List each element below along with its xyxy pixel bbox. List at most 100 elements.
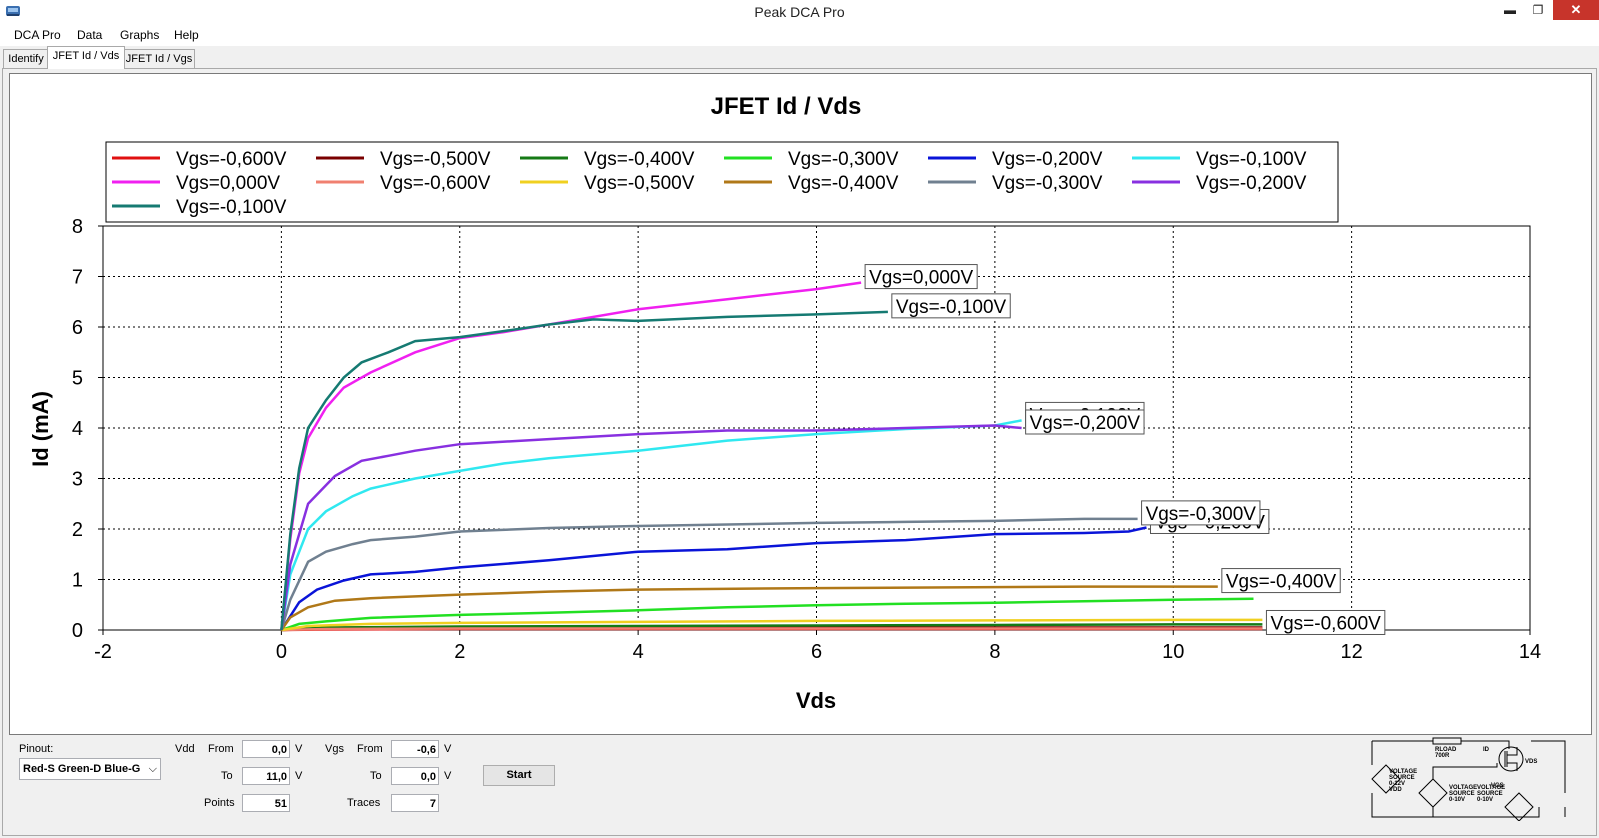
legend-entry: Vgs=-0,500V bbox=[380, 149, 491, 170]
legend-entry: Vgs=-0,300V bbox=[992, 173, 1103, 194]
series-end-label-text: Vgs=0,000V bbox=[869, 268, 973, 289]
points-input[interactable]: 51 bbox=[242, 794, 290, 812]
close-button[interactable]: ✕ bbox=[1553, 0, 1599, 20]
legend-entry: Vgs=-0,600V bbox=[380, 173, 491, 194]
series-line bbox=[281, 623, 1263, 632]
series-line bbox=[280, 419, 1022, 631]
menu-graphs[interactable]: Graphs bbox=[120, 28, 160, 42]
chart-panel: JFET Id / Vds Vgs=-0,600V Vgs=-0,500V Vgs=… bbox=[9, 73, 1592, 735]
app-icon bbox=[6, 6, 20, 16]
vgs-to-label: To bbox=[370, 770, 382, 782]
chart-title: JFET Id / Vds bbox=[711, 93, 862, 120]
vds-label: VDS bbox=[1525, 759, 1537, 765]
y-tick-label: 7 bbox=[72, 267, 83, 289]
traces-input[interactable]: 7 bbox=[391, 794, 439, 812]
pinout-select[interactable]: Red-S Green-D Blue-G ⌵ bbox=[19, 758, 161, 780]
series-end-label: Vgs=-0,200V bbox=[1025, 409, 1145, 435]
vgs-schematic-label: VGS bbox=[1491, 783, 1504, 789]
series-end-label-text: Vgs=-0,100V bbox=[896, 297, 1007, 318]
rload-label: RLOAD bbox=[1435, 747, 1457, 753]
menu-data[interactable]: Data bbox=[77, 28, 103, 42]
vgs-from-unit: V bbox=[444, 743, 452, 755]
vgs-from-label: From bbox=[357, 743, 383, 755]
series-end-label-text: Vgs=-0,200V bbox=[1030, 413, 1141, 434]
rload-value: 700R bbox=[1435, 753, 1450, 759]
id-label: ID bbox=[1483, 747, 1490, 753]
points-label: Points bbox=[204, 797, 235, 809]
vdd-from-unit: V bbox=[295, 743, 303, 755]
src2-line3: 0-10V bbox=[1449, 797, 1465, 803]
src1-line4: VDD bbox=[1389, 787, 1402, 793]
series-end-label-box bbox=[864, 264, 978, 290]
vgs-from-input[interactable]: -0,6 bbox=[391, 740, 439, 758]
series-line bbox=[281, 618, 1263, 632]
series-line bbox=[280, 585, 1218, 631]
series-end-label-box bbox=[1265, 609, 1386, 635]
menu-dca-pro[interactable]: DCA Pro bbox=[14, 28, 61, 42]
tab-jfet-id-vds[interactable]: JFET Id / Vds bbox=[47, 46, 125, 69]
src3-line3: 0-10V bbox=[1477, 797, 1493, 803]
legend-entry: Vgs=-0,300V bbox=[788, 149, 899, 170]
src1-line3: 0-12V bbox=[1389, 781, 1405, 787]
chart-svg: JFET Id / Vds Vgs=-0,600V Vgs=-0,500V Vgs=… bbox=[28, 93, 1541, 713]
menu-help[interactable]: Help bbox=[174, 28, 199, 42]
legend-entry: Vgs=-0,400V bbox=[788, 173, 899, 194]
x-tick-label: 14 bbox=[1519, 641, 1541, 663]
series-end-label-box bbox=[1221, 568, 1341, 594]
src1-line1: VOLTAGE bbox=[1389, 769, 1417, 775]
x-tick-label: 8 bbox=[989, 641, 1000, 663]
legend: Vgs=-0,600V Vgs=-0,500V Vgs=-0,400V Vgs=-0,… bbox=[105, 141, 1339, 223]
src2-line1: VOLTAGE bbox=[1449, 785, 1477, 791]
series-line bbox=[280, 526, 1147, 631]
legend-entry: Vgs=-0,100V bbox=[1196, 149, 1307, 170]
start-button[interactable]: Start bbox=[483, 765, 555, 786]
series-end-label: Vgs=-0,600V bbox=[1265, 609, 1386, 635]
x-tick-label: 4 bbox=[633, 641, 644, 663]
series-line bbox=[280, 424, 1022, 631]
legend-entry: Vgs=-0,500V bbox=[584, 173, 695, 194]
series-end-label-box bbox=[891, 293, 1011, 319]
y-tick-label: 0 bbox=[72, 620, 83, 642]
vgs-label: Vgs bbox=[325, 743, 344, 755]
series-end-label-text: Vgs=-0,300V bbox=[1146, 504, 1257, 525]
series-end-label: Vgs=-0,100V bbox=[891, 293, 1011, 319]
series-end-label-text: Vgs=-0,400V bbox=[1226, 572, 1337, 593]
series-line bbox=[280, 310, 888, 631]
x-tick-label: 0 bbox=[276, 641, 287, 663]
x-axis-label: Vds bbox=[796, 688, 836, 713]
menu-bar: DCA Pro Data Graphs Help bbox=[0, 24, 1599, 46]
x-tick-label: 2 bbox=[454, 641, 465, 663]
vdd-to-label: To bbox=[221, 770, 233, 782]
y-tick-label: 5 bbox=[72, 368, 83, 390]
maximize-button[interactable]: ❐ bbox=[1532, 3, 1544, 17]
y-tick-label: 6 bbox=[72, 317, 83, 339]
x-tick-label: 12 bbox=[1341, 641, 1363, 663]
tab-identify[interactable]: Identify bbox=[3, 49, 49, 69]
vdd-to-input[interactable]: 11,0 bbox=[242, 767, 290, 785]
pinout-label: Pinout: bbox=[19, 743, 54, 755]
pinout-value: Red-S Green-D Blue-G bbox=[23, 763, 141, 775]
y-tick-label: 1 bbox=[72, 570, 83, 592]
vgs-to-input[interactable]: 0,0 bbox=[391, 767, 439, 785]
src3-line2: SOURCE bbox=[1477, 791, 1503, 797]
src1-line2: SOURCE bbox=[1389, 775, 1415, 781]
tab-jfet-id-vgs[interactable]: JFET Id / Vgs bbox=[123, 49, 195, 69]
y-axis-label: Id (mA) bbox=[28, 391, 53, 467]
series-end-label: Vgs=-0,400V bbox=[1221, 568, 1341, 594]
legend-entry: Vgs=0,000V bbox=[176, 173, 280, 194]
y-tick-label: 2 bbox=[72, 519, 83, 541]
series-end-label-box bbox=[1025, 409, 1145, 435]
x-tick-label: -2 bbox=[94, 641, 112, 663]
vdd-label: Vdd bbox=[175, 743, 195, 755]
minimize-button[interactable]: ▬ bbox=[1504, 3, 1516, 17]
vgs-to-unit: V bbox=[444, 770, 452, 782]
legend-entry: Vgs=-0,400V bbox=[584, 149, 695, 170]
y-tick-label: 3 bbox=[72, 469, 83, 491]
y-tick-label: 8 bbox=[72, 216, 83, 238]
series-end-label: Vgs=0,000V bbox=[864, 264, 978, 290]
window-title: Peak DCA Pro bbox=[754, 4, 845, 20]
series-line bbox=[280, 281, 862, 631]
vdd-from-input[interactable]: 0,0 bbox=[242, 740, 290, 758]
vdd-from-label: From bbox=[208, 743, 234, 755]
chevron-down-icon: ⌵ bbox=[148, 763, 157, 775]
